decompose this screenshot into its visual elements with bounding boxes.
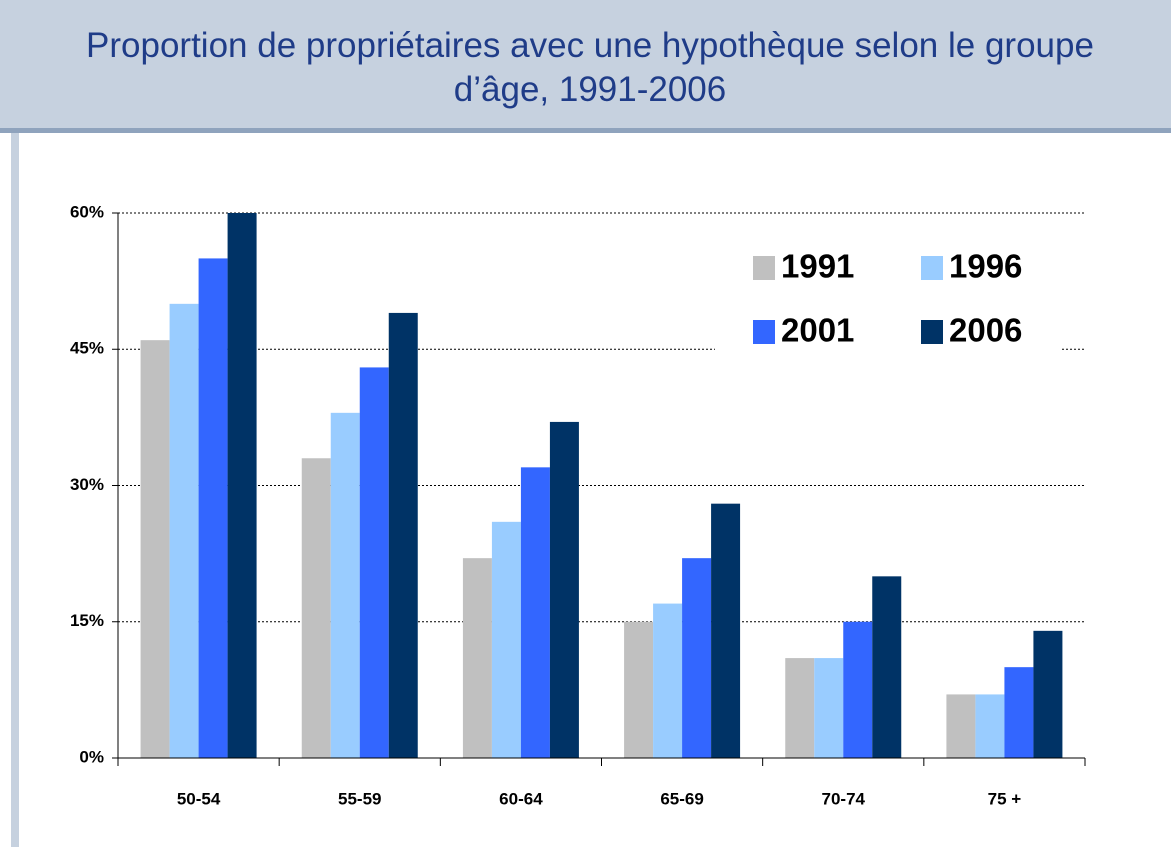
bar	[682, 558, 712, 758]
x-tick-label: 50-54	[177, 789, 221, 808]
x-tick-label: 70-74	[822, 789, 866, 808]
bar	[785, 658, 815, 758]
legend-swatch	[753, 256, 775, 280]
bar	[946, 694, 976, 758]
side-bar	[11, 133, 19, 847]
legend-swatch	[753, 320, 775, 344]
bar	[711, 503, 741, 758]
x-tick-label: 65-69	[660, 789, 703, 808]
y-tick-label: 0%	[79, 747, 104, 766]
legend-swatch	[921, 256, 943, 280]
bar	[330, 412, 360, 758]
legend-label: 2006	[949, 312, 1022, 349]
bar	[1033, 630, 1063, 758]
bar	[653, 603, 683, 758]
bar	[301, 458, 331, 758]
bar	[169, 303, 199, 758]
bar	[491, 521, 521, 758]
chart-title: Proportion de propriétaires avec une hyp…	[86, 26, 1094, 109]
legend-label: 1991	[781, 248, 854, 285]
bar	[814, 658, 844, 758]
bar	[1004, 667, 1034, 758]
x-tick-label: 75 +	[988, 789, 1022, 808]
bar	[198, 258, 228, 758]
bar	[624, 621, 654, 758]
bar	[520, 467, 550, 758]
y-tick-label: 45%	[70, 339, 104, 358]
x-tick-label: 55-59	[338, 789, 381, 808]
bar	[872, 576, 902, 758]
bar	[843, 621, 873, 758]
header-band: Proportion de propriétaires avec une hyp…	[0, 0, 1171, 133]
bar	[140, 340, 170, 758]
legend-swatch	[921, 320, 943, 344]
bar	[549, 421, 579, 758]
legend-label: 1996	[949, 248, 1022, 285]
y-tick-label: 30%	[70, 475, 104, 494]
x-tick-label: 60-64	[499, 789, 543, 808]
bar	[388, 312, 418, 758]
legend-label: 2001	[781, 312, 854, 349]
bar	[462, 558, 492, 758]
y-tick-label: 15%	[70, 611, 104, 630]
bar	[975, 694, 1005, 758]
bar	[227, 213, 257, 758]
y-tick-label: 60%	[70, 202, 104, 221]
bar	[359, 367, 389, 758]
